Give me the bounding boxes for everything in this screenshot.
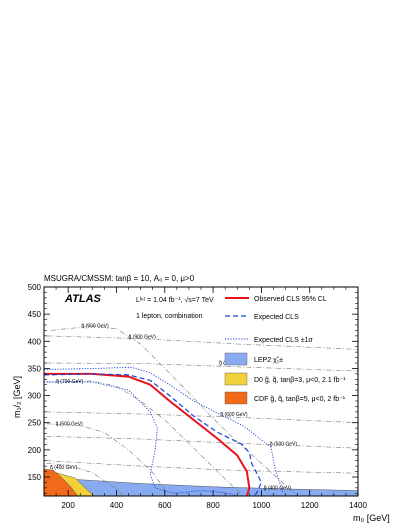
legend-swatch (224, 372, 248, 386)
y-tick-label: 500 (28, 283, 42, 292)
squark-contour-1 (46, 380, 243, 497)
x-tick-label: 200 (61, 501, 75, 510)
x-axis-label: m₀ [GeV] (353, 513, 390, 523)
y-tick-label: 300 (28, 392, 42, 401)
x-tick-label: 1200 (301, 501, 319, 510)
gluino-contour-label: g̃ (500 GeV) (269, 442, 297, 448)
gluino-contour-label: g̃ (400 GeV) (263, 485, 291, 491)
y-tick-label: 350 (28, 364, 42, 373)
y-tick-label: 150 (28, 473, 42, 482)
legend-label: Expected CLS (254, 314, 299, 321)
legend-label: CDF g̃, q̃, tanβ=5, μ<0, 2 fb⁻¹ (254, 396, 346, 403)
gluino-contour-label: g̃ (600 GeV) (220, 412, 248, 418)
luminosity-label: Lᴵⁿᵗ = 1.04 fb⁻¹, √s=7 TeV (136, 296, 214, 304)
y-tick-label: 200 (28, 446, 42, 455)
x-tick-label: 400 (110, 501, 124, 510)
gluino-contour-label: g̃ (900 GeV) (128, 335, 156, 341)
x-tick-label: 1000 (252, 501, 270, 510)
gluino-contour-4 (46, 460, 359, 474)
atlas-logo-text: ATLAS (64, 293, 102, 305)
legend-label: Expected CLS ±1σ (254, 337, 313, 344)
squark-contour-label: q̃ (900 GeV) (81, 324, 109, 330)
squark-contour-3 (46, 463, 124, 497)
legend-label: LEP2 χ̃₁± (254, 357, 283, 364)
series-line-expected-cls (43, 373, 263, 497)
x-tick-label: 600 (158, 501, 172, 510)
model-header: MSUGRA/CMSSM: tanβ = 10, A₀ = 0, μ>0 (44, 274, 195, 283)
legend-swatch (224, 352, 248, 366)
y-axis-label: m₁/₂ [GeV] (12, 376, 22, 418)
x-tick-label: 800 (206, 501, 220, 510)
channel-label: 1 lepton, combination (136, 313, 203, 320)
gluino-contour-1 (46, 362, 359, 372)
x-tick-label: 1400 (349, 501, 367, 510)
series-line-observed-cls-95-cl (44, 372, 251, 497)
y-tick-label: 250 (28, 419, 42, 428)
y-tick-label: 400 (28, 337, 42, 346)
legend-label: Observed CLS 95% CL (254, 296, 327, 303)
gluino-contour-3 (46, 436, 359, 449)
legend: Observed CLS 95% CL Expected CLS Expected … (224, 296, 346, 405)
y-tick-label: 450 (28, 310, 42, 319)
legend-label: D0 g̃, q̃, tanβ=3, μ<0, 2.1 fb⁻¹ (254, 377, 346, 384)
squark-contour-0 (51, 325, 298, 497)
gluino-contour-2 (46, 411, 359, 423)
legend-swatch (224, 391, 248, 405)
squark-contour-2 (46, 423, 170, 497)
squark-contour-label: q̃ (400 GeV) (49, 465, 77, 471)
squark-contour-label: q̃ (500 GeV) (55, 421, 83, 427)
squark-contour-label: q̃ (700 GeV) (55, 379, 83, 385)
gluino-contour-0 (46, 335, 359, 350)
